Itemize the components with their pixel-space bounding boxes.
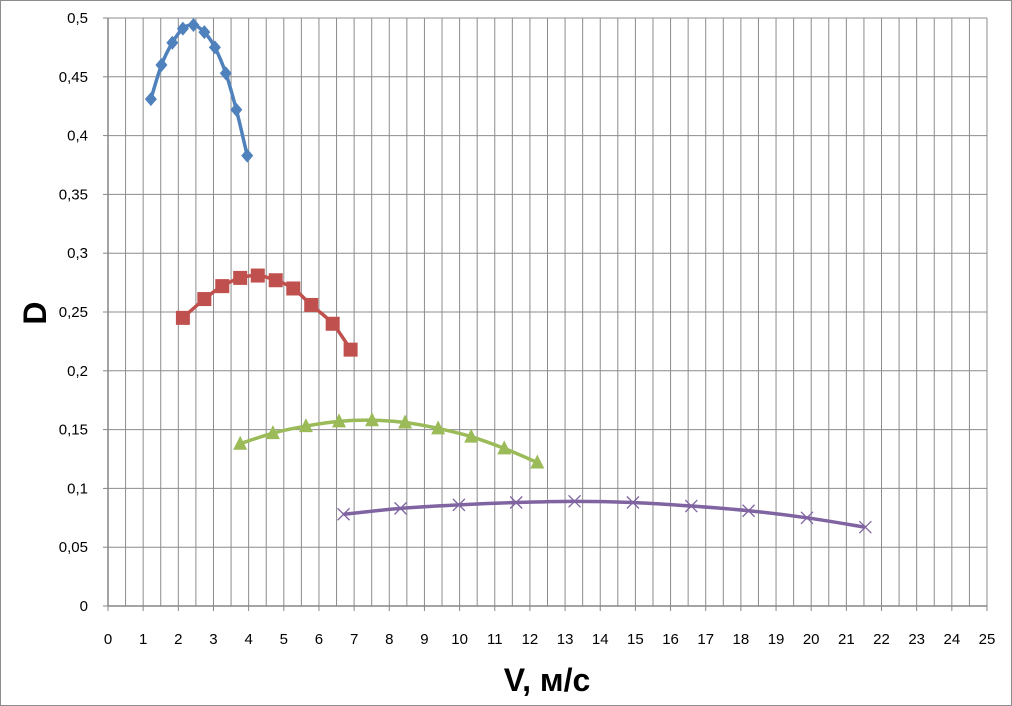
x-tick-label: 21 <box>838 631 855 648</box>
x-tick-label: 20 <box>803 631 820 648</box>
x-tick-label: 4 <box>244 631 252 648</box>
data-point-diamond <box>144 92 157 107</box>
x-tick-label: 8 <box>385 631 393 648</box>
data-point-diamond <box>198 25 211 40</box>
x-axis-title: V, м/с <box>504 662 591 698</box>
x-tick-label: 19 <box>768 631 785 648</box>
data-point-x <box>509 496 523 509</box>
x-tick-label: 6 <box>315 631 323 648</box>
data-point-diamond <box>241 148 254 163</box>
data-point-square <box>325 316 340 331</box>
data-point-triangle <box>332 413 347 428</box>
series-4 <box>337 494 872 534</box>
series-line <box>343 499 866 529</box>
x-tick-label: 12 <box>522 631 539 648</box>
y-tick-label: 0,25 <box>59 304 88 321</box>
data-point-square <box>286 281 301 296</box>
data-point-diamond <box>166 35 179 50</box>
data-point-square <box>343 342 358 357</box>
x-tick-label: 17 <box>697 631 714 648</box>
y-tick-label: 0,45 <box>59 69 88 86</box>
series-group <box>144 18 872 534</box>
series-3 <box>233 412 545 469</box>
x-tick-label: 16 <box>662 631 679 648</box>
data-point-triangle <box>464 428 479 443</box>
data-point-x <box>742 504 756 518</box>
x-tick-label: 7 <box>350 631 358 648</box>
y-tick-labels: 0 0,05 0,1 0,15 0,2 0,25 0,3 0,35 0,4 0,45 0,5 <box>59 10 88 615</box>
y-tick-label: 0,35 <box>59 186 88 203</box>
data-point-triangle <box>431 420 446 435</box>
y-tick-label: 0,3 <box>67 245 88 262</box>
series-2 <box>175 268 358 357</box>
data-point-square <box>175 310 190 325</box>
data-point-diamond <box>230 102 243 117</box>
y-tick-label: 0,15 <box>59 422 88 439</box>
data-point-diamond <box>208 40 221 55</box>
data-point-square <box>268 273 283 288</box>
x-tick-label: 14 <box>592 631 609 648</box>
x-tick-label: 23 <box>908 631 925 648</box>
data-point-triangle <box>497 440 512 455</box>
y-axis-title: D <box>17 301 53 324</box>
grid <box>107 17 988 607</box>
y-tick-label: 0 <box>80 598 88 615</box>
data-point-diamond <box>187 18 200 33</box>
data-point-x <box>452 498 466 512</box>
data-point-x <box>684 499 698 513</box>
x-tick-label: 9 <box>420 631 428 648</box>
data-point-square <box>215 279 230 294</box>
data-point-x <box>394 501 407 515</box>
axes <box>103 17 988 611</box>
data-point-triangle <box>398 414 413 429</box>
data-point-diamond <box>155 58 168 73</box>
data-point-diamond <box>176 21 189 36</box>
series-line <box>149 23 249 156</box>
x-tick-label: 11 <box>487 631 503 648</box>
x-tick-label: 24 <box>943 631 960 648</box>
x-tick-label: 2 <box>174 631 182 648</box>
x-tick-label: 25 <box>979 631 996 648</box>
x-tick-label: 5 <box>280 631 288 648</box>
data-point-diamond <box>219 66 232 81</box>
x-tick-label: 1 <box>139 631 147 648</box>
data-point-triangle <box>365 412 380 427</box>
data-point-x <box>858 520 872 534</box>
data-point-triangle <box>265 425 280 440</box>
data-point-square <box>233 270 248 285</box>
x-tick-label: 10 <box>451 631 468 648</box>
y-tick-label: 0,1 <box>67 480 88 497</box>
series-line <box>239 418 538 465</box>
data-point-square <box>250 268 265 283</box>
series-1 <box>144 18 254 163</box>
data-point-triangle <box>233 435 248 450</box>
data-point-square <box>304 297 319 312</box>
y-tick-label: 0,05 <box>59 539 88 556</box>
y-tick-label: 0,5 <box>67 10 88 27</box>
y-tick-label: 0,2 <box>67 363 88 380</box>
x-tick-label: 13 <box>557 631 574 648</box>
data-point-triangle <box>530 454 545 469</box>
x-tick-label: 18 <box>733 631 750 648</box>
series-line <box>181 273 353 351</box>
x-tick-label: 22 <box>873 631 890 648</box>
data-point-triangle <box>298 418 313 433</box>
y-tick-label: 0,4 <box>67 128 88 145</box>
x-tick-label: 15 <box>627 631 644 648</box>
x-tick-label: 0 <box>104 631 112 648</box>
data-point-x <box>568 494 582 508</box>
data-point-x <box>626 496 640 509</box>
data-point-x <box>337 507 351 521</box>
x-tick-label: 3 <box>209 631 217 648</box>
data-point-x <box>800 511 814 525</box>
data-point-square <box>197 292 212 307</box>
x-tick-labels: 0 1 2 3 4 5 6 7 8 9 10 11 12 13 14 15 16 17 18 19 20 21 22 23 24… <box>104 631 996 648</box>
